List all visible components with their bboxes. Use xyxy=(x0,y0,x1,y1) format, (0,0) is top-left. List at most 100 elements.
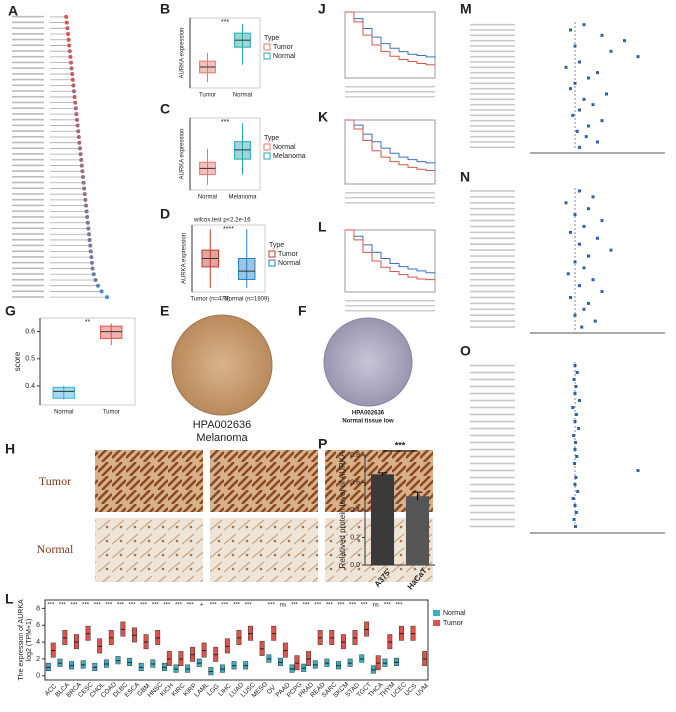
row-text-placeholder xyxy=(470,302,515,305)
row-text-placeholder xyxy=(470,201,515,204)
label-placeholder xyxy=(12,61,44,64)
square xyxy=(584,135,588,139)
label-placeholder xyxy=(12,130,44,132)
ihc-image xyxy=(95,450,203,512)
label-placeholder xyxy=(12,256,44,258)
panel-label: D xyxy=(160,206,170,222)
lollipop-dot xyxy=(77,140,82,145)
row-text-placeholder xyxy=(470,525,515,528)
row-text-placeholder xyxy=(470,34,515,37)
panel-label: M xyxy=(460,1,472,17)
lollipop-dot xyxy=(76,134,81,139)
lollipop-dot xyxy=(85,215,90,220)
survival-curve xyxy=(345,229,436,281)
square xyxy=(582,23,586,27)
significance: *** xyxy=(303,603,311,609)
x-tick-label: Normal xyxy=(198,195,217,201)
square xyxy=(573,441,577,444)
row-text-placeholder xyxy=(470,141,515,143)
label-placeholder xyxy=(12,73,44,75)
significance: *** xyxy=(233,603,241,609)
row-text-placeholder xyxy=(470,29,515,31)
significance: *** xyxy=(349,603,357,609)
lollipop-dot xyxy=(82,186,87,191)
ihc-image xyxy=(210,450,318,512)
y-axis-label: AURKA expression xyxy=(180,27,186,78)
row-text-placeholder xyxy=(470,45,515,47)
row-text-placeholder xyxy=(470,66,515,69)
significance: *** xyxy=(59,603,67,609)
row-text-placeholder xyxy=(470,255,515,257)
row-text-placeholder xyxy=(470,114,515,117)
row-text-placeholder xyxy=(470,267,515,269)
lollipop-dot xyxy=(85,220,90,225)
square xyxy=(576,490,580,493)
label-placeholder xyxy=(12,210,44,212)
significance: *** xyxy=(245,603,253,609)
significance: *** xyxy=(82,603,90,609)
row-text-placeholder xyxy=(470,296,515,299)
legend-label: Tumor xyxy=(443,620,464,627)
row-text-placeholder xyxy=(470,71,515,74)
lollipop-dot xyxy=(88,249,93,254)
label-placeholder xyxy=(12,164,44,167)
label-placeholder xyxy=(12,238,44,241)
risk-table-placeholder xyxy=(345,300,435,302)
lollipop-dot xyxy=(70,72,75,77)
y-tick-label: 6 xyxy=(36,622,40,629)
risk-table-placeholder xyxy=(345,192,435,194)
square xyxy=(564,201,568,205)
square xyxy=(623,39,626,43)
panel-label: F xyxy=(298,303,307,319)
label-placeholder xyxy=(12,21,44,24)
x-tick-label: Normal (n=1809) xyxy=(224,297,269,303)
row-text-placeholder xyxy=(470,320,515,322)
label-placeholder xyxy=(12,78,44,81)
lollipop-dot xyxy=(64,14,69,19)
label-placeholder xyxy=(12,250,44,252)
significance: *** xyxy=(395,440,406,450)
square xyxy=(587,76,590,80)
significance: ns xyxy=(373,603,379,609)
y-axis-label: score xyxy=(13,351,22,371)
survival-curve xyxy=(345,119,436,172)
label-placeholder xyxy=(12,38,44,41)
panel-label: A xyxy=(8,3,18,19)
label-placeholder xyxy=(12,90,44,92)
legend-title: Type xyxy=(264,35,279,42)
square xyxy=(578,60,581,64)
square xyxy=(573,81,577,85)
significance: *** xyxy=(47,603,55,609)
lollipop-dot xyxy=(80,169,85,174)
lollipop-dot xyxy=(83,197,88,202)
lollipop-dot xyxy=(89,255,94,260)
legend-label: Melanoma xyxy=(273,153,306,160)
y-tick-label: 0.6 xyxy=(350,479,360,486)
legend-label: Tumor xyxy=(273,44,294,51)
lollipop-dot xyxy=(66,32,70,37)
risk-table-placeholder xyxy=(345,202,435,204)
y-tick-label: 0.5 xyxy=(25,356,35,363)
significance: **** xyxy=(223,226,234,233)
significance: *** xyxy=(129,603,137,609)
square xyxy=(573,448,577,451)
significance: *** xyxy=(140,603,148,609)
square xyxy=(578,399,581,402)
label-placeholder xyxy=(12,33,44,35)
legend-swatch xyxy=(268,250,276,258)
lollipop-dot xyxy=(78,146,82,151)
significance: *** xyxy=(314,603,322,609)
square xyxy=(573,260,577,264)
lollipop-dot xyxy=(91,272,96,277)
panel-label: E xyxy=(160,303,169,319)
label-placeholder xyxy=(12,95,44,98)
caption: HPA002636 xyxy=(193,419,252,431)
lollipop-dot xyxy=(99,289,104,294)
square xyxy=(569,295,572,299)
row-text-placeholder xyxy=(470,225,515,228)
row-label: Normal xyxy=(37,542,74,556)
survival-curve xyxy=(345,229,436,274)
lollipop-dot xyxy=(75,123,80,128)
y-axis-label: log2 (TPM+1) xyxy=(26,619,33,662)
